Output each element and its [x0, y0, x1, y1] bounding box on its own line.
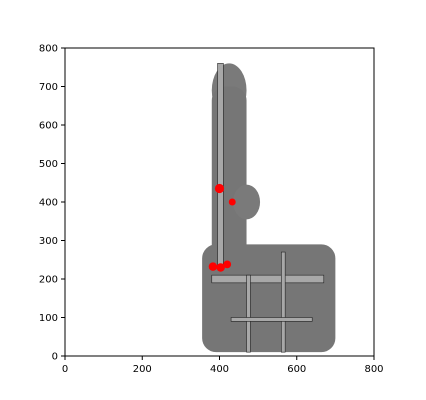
map-corridor [246, 274, 251, 353]
x-axis: 0 200 400 600 800 [62, 356, 384, 375]
highlight-layer [208, 183, 236, 272]
y-tick-label: 700 [39, 82, 58, 93]
highlight-point [216, 263, 225, 272]
y-tick-label: 0 [52, 352, 58, 363]
x-tick-label: 400 [210, 364, 229, 375]
plot-area [64, 47, 375, 357]
map-corridor [211, 274, 325, 284]
x-tick-label: 800 [364, 364, 383, 375]
x-tick-label: 600 [287, 364, 306, 375]
map-corridor [217, 63, 224, 268]
y-tick-label: 200 [39, 275, 58, 286]
highlight-point [208, 262, 218, 271]
corridor-layer [211, 63, 325, 353]
highlight-point [223, 260, 232, 269]
y-tick-label: 300 [39, 236, 58, 247]
map-region-middle-room [233, 184, 261, 220]
x-tick-label: 200 [133, 364, 152, 375]
y-tick-label: 400 [39, 198, 58, 209]
highlight-point [228, 198, 236, 206]
y-axis: 0 100 200 300 400 500 600 700 800 [39, 44, 65, 363]
y-tick-label: 800 [39, 44, 58, 55]
map-corridor [230, 317, 313, 322]
highlight-point [214, 183, 225, 194]
x-tick-label: 0 [62, 364, 68, 375]
map-region-vertical-arm [211, 86, 247, 264]
map-corridor [280, 251, 286, 353]
y-tick-label: 500 [39, 159, 58, 170]
map-region-lower-wing [202, 244, 336, 353]
y-tick-label: 100 [39, 313, 58, 324]
y-tick-label: 600 [39, 121, 58, 132]
